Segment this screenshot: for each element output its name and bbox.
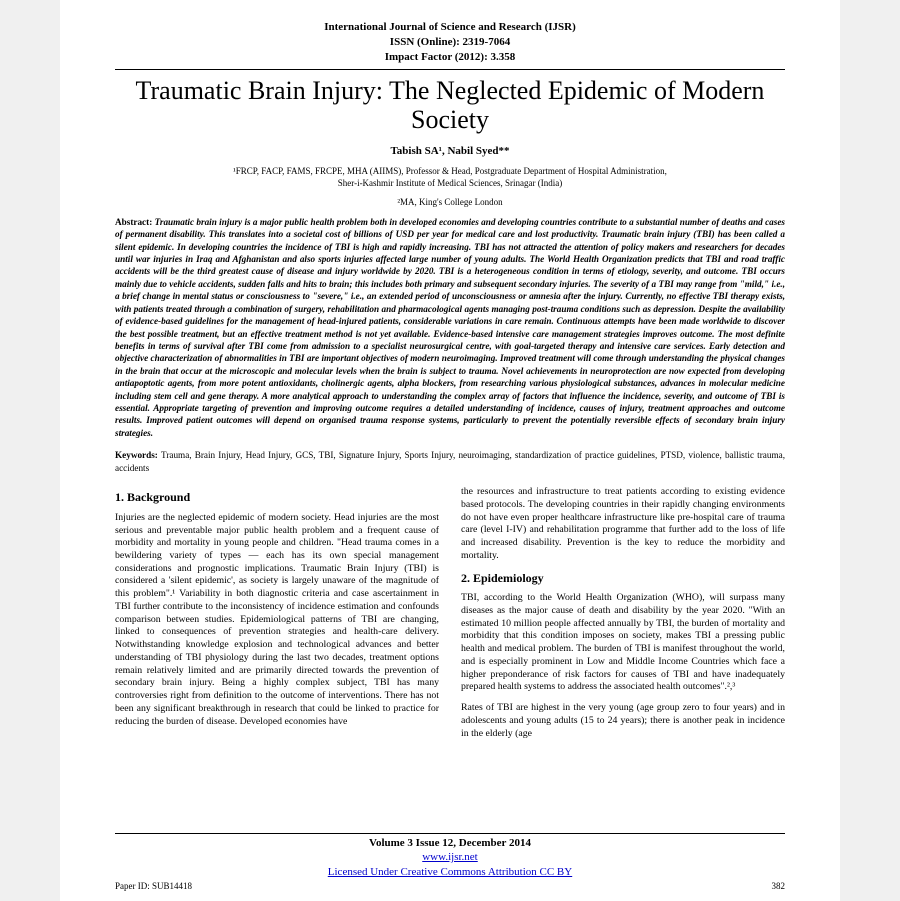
authors-line: Tabish SA¹, Nabil Syed** xyxy=(115,145,785,157)
affiliation-1: ¹FRCP, FACP, FAMS, FRCPE, MHA (AIIMS), P… xyxy=(115,165,785,189)
issn-line: ISSN (Online): 2319-7064 xyxy=(115,35,785,50)
journal-name: International Journal of Science and Res… xyxy=(115,20,785,35)
page-footer: Volume 3 Issue 12, December 2014 www.ijs… xyxy=(115,833,785,891)
section-2-para-1: TBI, according to the World Health Organ… xyxy=(461,592,785,694)
footer-rule xyxy=(115,833,785,834)
paper-id: Paper ID: SUB14418 xyxy=(115,881,192,891)
affil1-line2: Sher-i-Kashmir Institute of Medical Scie… xyxy=(338,178,563,188)
page-number: 382 xyxy=(772,881,786,891)
volume-line: Volume 3 Issue 12, December 2014 xyxy=(115,836,785,850)
section-2-para-2: Rates of TBI are highest in the very you… xyxy=(461,702,785,740)
keywords-label: Keywords: xyxy=(115,450,161,460)
affiliation-2: ²MA, King's College London xyxy=(115,196,785,208)
header-rule xyxy=(115,69,785,70)
impact-factor: Impact Factor (2012): 3.358 xyxy=(115,50,785,65)
footer-row: Paper ID: SUB14418 382 xyxy=(115,881,785,891)
keywords-block: Keywords: Trauma, Brain Injury, Head Inj… xyxy=(115,449,785,474)
footer-center: Volume 3 Issue 12, December 2014 www.ijs… xyxy=(115,836,785,879)
abstract-block: Abstract: Traumatic brain injury is a ma… xyxy=(115,216,785,440)
section-2-head: 2. Epidemiology xyxy=(461,571,785,587)
section-1-para-1: Injuries are the neglected epidemic of m… xyxy=(115,512,439,728)
affil1-line1: ¹FRCP, FACP, FAMS, FRCPE, MHA (AIIMS), P… xyxy=(233,166,667,176)
paper-title: Traumatic Brain Injury: The Neglected Ep… xyxy=(115,76,785,136)
section-1-para-2: the resources and infrastructure to trea… xyxy=(461,486,785,562)
page-container: International Journal of Science and Res… xyxy=(60,0,840,901)
license-link[interactable]: Licensed Under Creative Commons Attribut… xyxy=(328,866,572,878)
page-header: International Journal of Science and Res… xyxy=(115,20,785,65)
abstract-label: Abstract: xyxy=(115,217,155,227)
abstract-body: Traumatic brain injury is a major public… xyxy=(115,217,785,438)
journal-url-link[interactable]: www.ijsr.net xyxy=(422,851,478,863)
keywords-body: Trauma, Brain Injury, Head Injury, GCS, … xyxy=(115,450,785,472)
body-columns: 1. Background Injuries are the neglected… xyxy=(115,486,785,742)
section-1-head: 1. Background xyxy=(115,490,439,506)
